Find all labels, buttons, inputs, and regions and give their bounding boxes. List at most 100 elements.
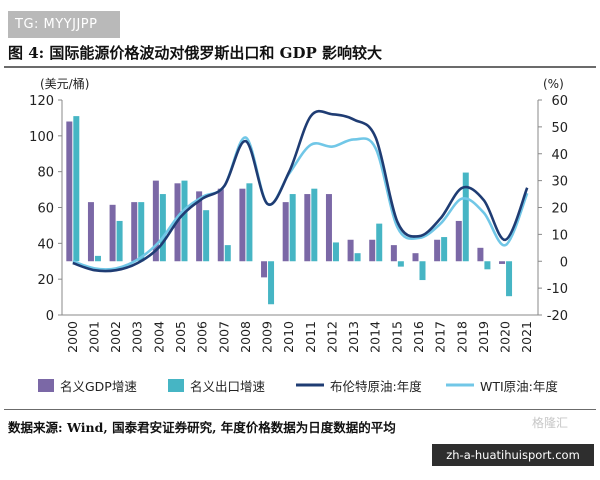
export-growth-bar [138, 202, 145, 262]
x-tick-label: 2009 [260, 321, 275, 353]
right-tick-label: 10 [551, 228, 568, 243]
watermark-site: zh-a-huatihuisport.com [432, 444, 594, 466]
gdp-growth-bar [109, 204, 116, 262]
right-tick-label: 0 [560, 255, 568, 270]
export-growth-bar [159, 194, 166, 262]
export-growth-bar [354, 253, 361, 262]
legend-gdp-growth-swatch [38, 379, 54, 392]
lines [72, 109, 529, 273]
x-tick-label: 2011 [303, 321, 318, 353]
gdp-growth-bar [87, 202, 94, 262]
x-tick-label: 2012 [324, 321, 339, 353]
x-tick-label: 2021 [519, 321, 534, 353]
gdp-growth-bar [66, 121, 73, 262]
legend-export-growth-label: 名义出口增速 [190, 379, 266, 394]
right-tick-label: 50 [551, 121, 568, 136]
wti-oil-line [72, 136, 529, 271]
gdp-growth-bar [325, 194, 332, 262]
export-growth-bar [116, 220, 123, 262]
right-tick-label: 20 [551, 202, 568, 217]
export-growth-bar [419, 261, 426, 281]
left-axis-unit-label: (美元/桶) [40, 76, 89, 91]
x-tick-label: 2018 [454, 321, 469, 353]
export-growth-bar [289, 194, 296, 262]
left-tick-label: 40 [37, 237, 54, 252]
x-tick-label: 2019 [476, 321, 491, 353]
gdp-growth-bar [390, 245, 397, 262]
export-growth-bar [506, 261, 513, 297]
gdp-growth-bar [434, 239, 441, 262]
right-tick-label: 60 [551, 94, 568, 109]
gdp-growth-bar [477, 247, 484, 262]
x-tick-label: 2017 [433, 321, 448, 353]
x-tick-label: 2000 [65, 321, 80, 353]
bars [66, 116, 513, 305]
x-tick-label: 2002 [108, 321, 123, 353]
export-growth-bar [181, 180, 188, 262]
watermark-tag: TG: MYYJJPP [8, 11, 120, 38]
export-growth-bar [376, 223, 383, 262]
x-tick-label: 2001 [86, 321, 101, 353]
x-tick-label: 2013 [346, 321, 361, 353]
legend-export-growth-swatch [168, 379, 184, 392]
watermark-logo: 格隆汇 [532, 416, 569, 430]
legend-brent-label: 布伦特原油:年度 [330, 379, 422, 394]
left-tick-label: 0 [46, 309, 54, 324]
export-growth-bar [73, 116, 80, 262]
figure-title: 图 4: 国际能源价格波动对俄罗斯出口和 GDP 影响较大 [8, 44, 382, 62]
x-tick-label: 2010 [281, 321, 296, 353]
export-growth-bar [484, 261, 491, 270]
x-tick-label: 2004 [151, 321, 166, 353]
gdp-growth-bar [282, 202, 289, 262]
left-tick-label: 20 [37, 273, 54, 288]
left-tick-label: 60 [37, 202, 54, 217]
legend: 名义GDP增速 名义出口增速 布伦特原油:年度 WTI原油:年度 [38, 379, 558, 394]
legend-wti-label: WTI原油:年度 [480, 379, 558, 394]
brent-oil-line [72, 109, 529, 273]
gdp-growth-bar [196, 191, 203, 262]
right-tick-label: -10 [547, 282, 568, 297]
gdp-growth-bar [412, 253, 419, 262]
x-tick-label: 2020 [498, 321, 513, 353]
x-tick-label: 2014 [368, 321, 383, 353]
source-note: 数据来源: Wind, 国泰君安证券研究, 年度价格数据为日度数据的平均 [8, 420, 396, 435]
export-growth-bar [397, 261, 404, 267]
export-growth-bar [224, 245, 231, 262]
gdp-growth-bar [347, 239, 354, 262]
right-tick-label: -20 [547, 309, 568, 324]
left-tick-label: 100 [29, 130, 54, 145]
legend-gdp-growth-label: 名义GDP增速 [60, 379, 137, 394]
chart: (美元/桶) (%) 0 20 40 60 80 100 120 -20 -10 0 10 20 30 4… [29, 76, 568, 394]
x-tick-label: 2008 [238, 321, 253, 353]
export-growth-bar [246, 183, 253, 262]
export-growth-bar [332, 242, 339, 262]
right-axis-unit-label: (%) [543, 77, 564, 91]
gdp-growth-bar [217, 188, 224, 262]
export-growth-bar [462, 172, 469, 262]
export-growth-bar [94, 255, 101, 262]
left-tick-label: 80 [37, 166, 54, 181]
gdp-growth-bar [499, 261, 506, 264]
x-tick-label: 2005 [173, 321, 188, 353]
export-growth-bar [203, 210, 210, 262]
gdp-growth-bar [304, 194, 311, 262]
title-rule [4, 66, 596, 68]
gdp-growth-bar [455, 220, 462, 262]
x-tick-label: 2006 [195, 321, 210, 353]
gdp-growth-bar [239, 188, 246, 262]
export-growth-bar [268, 261, 275, 305]
export-growth-bar [311, 188, 318, 262]
gdp-growth-bar [369, 239, 376, 262]
gdp-growth-bar [152, 180, 159, 262]
x-tick-label: 2016 [411, 321, 426, 353]
right-tick-label: 30 [551, 175, 568, 190]
x-tick-label: 2007 [216, 321, 231, 353]
gdp-growth-bar [131, 202, 138, 262]
left-tick-label: 120 [29, 94, 54, 109]
gdp-growth-bar [261, 261, 268, 278]
axes: 0 20 40 60 80 100 120 -20 -10 0 10 20 30 40 50 60 2000 20… [29, 94, 568, 353]
x-tick-label: 2015 [389, 321, 404, 353]
source-rule [4, 409, 596, 410]
x-tick-label: 2003 [130, 321, 145, 353]
export-growth-bar [441, 237, 448, 262]
